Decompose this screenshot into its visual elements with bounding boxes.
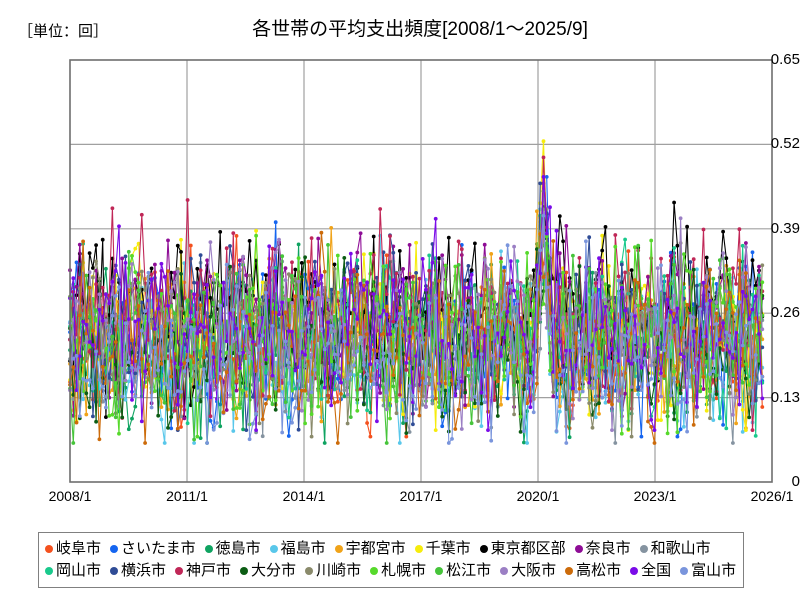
- legend-label: 横浜市: [121, 562, 167, 579]
- legend-marker-icon: [45, 567, 53, 575]
- y-tick-label: 0.13: [770, 388, 800, 406]
- legend-item-大分市[interactable]: 大分市: [240, 563, 296, 579]
- legend-label: 札幌市: [381, 562, 427, 579]
- legend-item-千葉市[interactable]: 千葉市: [414, 540, 471, 557]
- legend-item-全国[interactable]: 全国: [630, 563, 671, 579]
- legend-row-2: 岡山市 横浜市 神戸市 大分市 川崎市 札幌市 松江市 大阪市 高松市 全国 富山市: [45, 560, 737, 582]
- legend-marker-icon: [110, 567, 119, 575]
- legend-marker-icon: [630, 567, 639, 575]
- legend-item-福島市[interactable]: 福島市: [269, 540, 326, 557]
- legend-marker-icon: [435, 567, 444, 575]
- x-tick-label: 2014/1: [282, 488, 326, 504]
- legend-label: 大阪市: [511, 562, 557, 579]
- y-tick-label: 0: [791, 473, 800, 490]
- legend-marker-icon: [175, 567, 184, 575]
- legend-marker-icon: [269, 545, 278, 553]
- legend-item-札幌市[interactable]: 札幌市: [370, 563, 426, 579]
- series-富山市[interactable]: [68, 213, 765, 445]
- legend-item-高松市[interactable]: 高松市: [565, 563, 621, 579]
- legend-label: 和歌山市: [650, 540, 711, 557]
- y-tick-label: 0.52: [770, 135, 800, 153]
- legend-item-大阪市[interactable]: 大阪市: [500, 563, 556, 579]
- legend-item-さいたま市[interactable]: さいたま市: [110, 541, 196, 557]
- legend-label: 岡山市: [56, 562, 102, 579]
- legend-item-富山市[interactable]: 富山市: [680, 563, 736, 579]
- y-tick-label: 0.65: [770, 51, 800, 68]
- legend-label: 宇都宮市: [345, 540, 406, 557]
- legend-label: 福島市: [280, 540, 326, 557]
- legend-item-徳島市[interactable]: 徳島市: [204, 540, 261, 557]
- legend-marker-icon: [305, 567, 314, 575]
- legend-item-岐阜市[interactable]: 岐阜市: [45, 541, 101, 557]
- y-tick-label: 0.39: [770, 219, 800, 237]
- x-tick-label: 2023/1: [633, 488, 677, 504]
- legend-marker-icon: [240, 567, 249, 575]
- legend-item-神戸市[interactable]: 神戸市: [175, 563, 231, 579]
- legend-item-東京都区部[interactable]: 東京都区部: [479, 540, 566, 557]
- legend-label: さいたま市: [121, 540, 196, 557]
- legend-label: 千葉市: [425, 540, 471, 557]
- legend: 岐阜市 さいたま市 徳島市 福島市 宇都宮市 千葉市 東京都区部 奈良市 和歌山市 岡山市 横浜市…: [38, 532, 744, 588]
- legend-label: 高松市: [576, 562, 622, 579]
- legend-marker-icon: [414, 545, 423, 553]
- legend-item-岡山市[interactable]: 岡山市: [45, 563, 101, 579]
- legend-label: 東京都区部: [490, 540, 566, 557]
- legend-label: 岐阜市: [56, 540, 102, 557]
- legend-label: 神戸市: [186, 562, 232, 579]
- legend-label: 全国: [641, 562, 672, 579]
- x-tick-label: 2011/1: [166, 488, 208, 504]
- unit-label: ［単位：回］: [18, 23, 109, 40]
- plot-frame: [69, 59, 773, 483]
- legend-item-宇都宮市[interactable]: 宇都宮市: [334, 540, 406, 557]
- legend-label: 徳島市: [215, 540, 261, 557]
- legend-marker-icon: [370, 567, 379, 575]
- legend-marker-icon: [45, 545, 53, 553]
- y-tick-label: 0.26: [770, 304, 800, 322]
- legend-marker-icon: [204, 545, 213, 553]
- legend-label: 松江市: [446, 562, 492, 579]
- legend-item-松江市[interactable]: 松江市: [435, 563, 491, 579]
- legend-marker-icon: [639, 545, 648, 553]
- x-tick-label: 2020/1: [516, 488, 560, 504]
- legend-label: 富山市: [691, 562, 737, 579]
- x-tick-label: 2017/1: [399, 488, 443, 504]
- legend-item-横浜市[interactable]: 横浜市: [110, 563, 166, 579]
- series-高松市[interactable]: [68, 230, 765, 445]
- chart-title: 各世帯の平均支出頻度[2008/1～2025/9]: [252, 19, 588, 40]
- legend-item-奈良市[interactable]: 奈良市: [574, 540, 631, 557]
- legend-marker-icon: [565, 567, 574, 575]
- x-tick-label: 2026/1: [750, 488, 794, 504]
- legend-marker-icon: [110, 545, 119, 553]
- legend-label: 奈良市: [585, 540, 631, 557]
- legend-label: 川崎市: [316, 562, 362, 579]
- legend-label: 大分市: [251, 562, 297, 579]
- legend-marker-icon: [500, 567, 509, 575]
- legend-item-川崎市[interactable]: 川崎市: [305, 563, 361, 579]
- legend-marker-icon: [680, 567, 689, 575]
- legend-marker-icon: [574, 545, 583, 553]
- legend-row-1: 岐阜市 さいたま市 徳島市 福島市 宇都宮市 千葉市 東京都区部 奈良市 和歌山市: [45, 538, 737, 560]
- legend-item-和歌山市[interactable]: 和歌山市: [639, 540, 711, 557]
- data-series-group: [68, 139, 765, 445]
- legend-marker-icon: [479, 545, 488, 553]
- x-tick-label: 2008/1: [48, 488, 92, 504]
- legend-marker-icon: [334, 545, 343, 553]
